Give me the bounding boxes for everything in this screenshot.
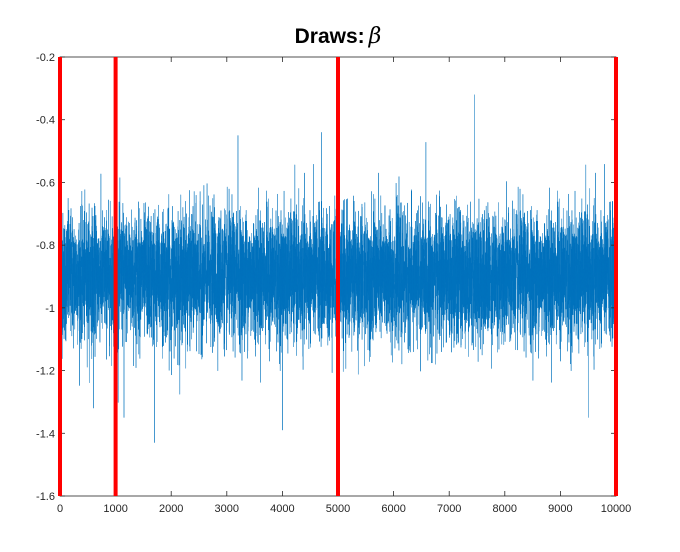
x-tick-label: 9000 <box>548 503 572 515</box>
x-axis: 0 1000 2000 3000 4000 5000 6000 7000 8000 9000 100… <box>57 57 631 515</box>
y-tick-label: -1.2 <box>36 366 55 378</box>
vertical-lines <box>58 57 618 496</box>
x-tick-label: 2000 <box>159 503 183 515</box>
y-tick-label: -1 <box>45 303 55 315</box>
y-tick-label: -0.6 <box>36 177 55 189</box>
chart-title-symbol: β <box>368 24 382 49</box>
x-tick-label: 7000 <box>437 503 461 515</box>
x-tick-label: 6000 <box>381 503 405 515</box>
y-tick-label: -1.6 <box>36 491 55 503</box>
x-tick-label: 0 <box>57 503 63 515</box>
chart-title-text: Draws: <box>294 25 365 48</box>
x-tick-label: 1000 <box>103 503 127 515</box>
y-tick-label: -0.4 <box>36 115 55 127</box>
y-tick-label: -1.4 <box>36 428 55 440</box>
x-tick-label: 10000 <box>601 503 632 515</box>
x-tick-label: 4000 <box>270 503 294 515</box>
x-tick-label: 8000 <box>493 503 517 515</box>
y-tick-label: -0.8 <box>36 240 55 252</box>
x-tick-label: 5000 <box>326 503 350 515</box>
chart-title: Draws: β <box>60 24 616 49</box>
y-tick-label: -0.2 <box>36 52 55 64</box>
x-tick-label: 3000 <box>215 503 239 515</box>
y-axis: -0.2 -0.4 -0.6 -0.8 -1 -1.2 -1.4 -1.6 <box>36 52 616 503</box>
